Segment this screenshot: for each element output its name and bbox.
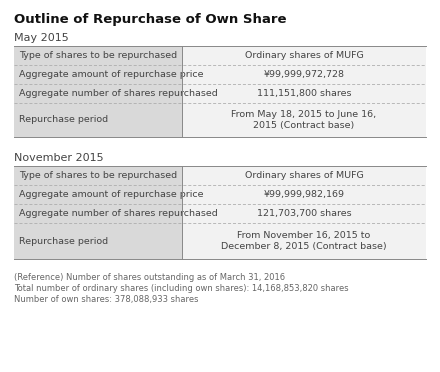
Text: Aggregate amount of repurchase price: Aggregate amount of repurchase price: [19, 190, 203, 199]
Text: ¥99,999,972,728: ¥99,999,972,728: [264, 70, 345, 79]
Bar: [14, 223, 182, 259]
Text: (Reference) Number of shares outstanding as of March 31, 2016: (Reference) Number of shares outstanding…: [14, 273, 285, 282]
Bar: [182, 204, 426, 223]
Bar: [14, 103, 182, 137]
Text: Outline of Repurchase of Own Share: Outline of Repurchase of Own Share: [14, 13, 286, 26]
Bar: [182, 166, 426, 185]
Bar: [182, 46, 426, 65]
Text: ¥99,999,982,169: ¥99,999,982,169: [264, 190, 345, 199]
Text: 111,151,800 shares: 111,151,800 shares: [257, 89, 351, 98]
Text: 121,703,700 shares: 121,703,700 shares: [257, 209, 351, 218]
Text: Repurchase period: Repurchase period: [19, 237, 108, 246]
Text: From May 18, 2015 to June 16,
2015 (Contract base): From May 18, 2015 to June 16, 2015 (Cont…: [231, 110, 377, 130]
Bar: [14, 65, 182, 84]
Text: From November 16, 2015 to
December 8, 2015 (Contract base): From November 16, 2015 to December 8, 20…: [221, 231, 387, 251]
Bar: [14, 204, 182, 223]
Text: Type of shares to be repurchased: Type of shares to be repurchased: [19, 51, 177, 60]
Text: Type of shares to be repurchased: Type of shares to be repurchased: [19, 171, 177, 180]
Text: Repurchase period: Repurchase period: [19, 115, 108, 125]
Bar: [182, 84, 426, 103]
Text: Total number of ordinary shares (including own shares): 14,168,853,820 shares: Total number of ordinary shares (includi…: [14, 284, 348, 293]
Text: November 2015: November 2015: [14, 153, 104, 163]
Text: Aggregate number of shares repurchased: Aggregate number of shares repurchased: [19, 89, 218, 98]
Bar: [14, 84, 182, 103]
Text: Number of own shares: 378,088,933 shares: Number of own shares: 378,088,933 shares: [14, 295, 198, 304]
Text: May 2015: May 2015: [14, 33, 69, 43]
Bar: [14, 185, 182, 204]
Text: Ordinary shares of MUFG: Ordinary shares of MUFG: [245, 51, 363, 60]
Text: Aggregate amount of repurchase price: Aggregate amount of repurchase price: [19, 70, 203, 79]
Bar: [14, 166, 182, 185]
Bar: [182, 223, 426, 259]
Bar: [182, 103, 426, 137]
Text: Aggregate number of shares repurchased: Aggregate number of shares repurchased: [19, 209, 218, 218]
Bar: [14, 46, 182, 65]
Bar: [182, 65, 426, 84]
Bar: [182, 185, 426, 204]
Text: Ordinary shares of MUFG: Ordinary shares of MUFG: [245, 171, 363, 180]
